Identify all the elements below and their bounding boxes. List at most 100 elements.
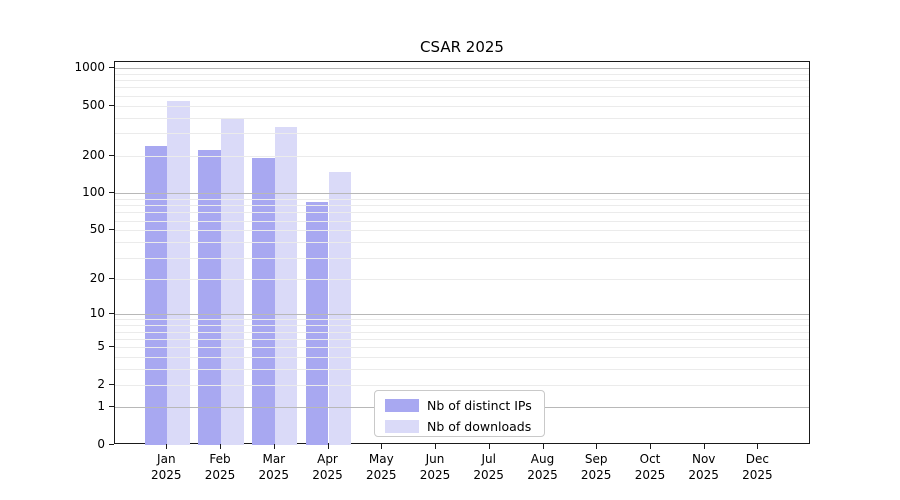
minor-gridline (115, 155, 809, 157)
minor-gridline (115, 369, 809, 371)
x-tick-label-jan-2025: Jan 2025 (134, 451, 198, 483)
minor-gridline (115, 212, 809, 214)
y-tick-label: 2 (97, 377, 105, 391)
minor-gridline (115, 230, 809, 232)
minor-gridline (115, 205, 809, 207)
major-gridline (115, 314, 809, 316)
y-tick-mark (109, 406, 114, 408)
y-tick-label: 50 (89, 222, 105, 237)
x-tick-label-mar-2025: Mar 2025 (242, 451, 306, 483)
x-tick-mark (703, 444, 705, 449)
bars-layer (115, 62, 809, 445)
minor-gridline (115, 80, 809, 81)
x-tick-year: 2025 (742, 468, 773, 482)
x-tick-label-may-2025: May 2025 (349, 451, 413, 483)
x-tick-label-jun-2025: Jun 2025 (403, 451, 467, 483)
x-tick-mark (166, 444, 168, 449)
y-tick-label: 100 (82, 185, 105, 200)
x-tick-month: Mar (262, 452, 286, 466)
chart-title: CSAR 2025 (420, 38, 504, 56)
y-tick-mark (109, 346, 114, 348)
minor-gridline (115, 95, 809, 97)
legend-label: Nb of downloads (427, 419, 532, 434)
x-tick-month: May (368, 452, 394, 466)
y-tick-label: 1000 (74, 59, 105, 74)
x-tick-year: 2025 (688, 468, 719, 482)
x-tick-month: Oct (639, 452, 661, 466)
x-tick-year: 2025 (151, 468, 182, 482)
y-tick-label: 500 (82, 97, 105, 112)
minor-gridline (115, 385, 809, 386)
x-tick-mark (327, 444, 329, 449)
bar-nb-of-downloads-jan-2025 (167, 100, 190, 445)
legend-item-nb-of-distinct-ips: Nb of distinct IPs (385, 397, 544, 414)
x-tick-mark (596, 444, 598, 449)
x-tick-month: Dec (745, 452, 769, 466)
y-tick-mark (109, 154, 114, 156)
x-tick-month: Apr (317, 452, 338, 466)
x-tick-year: 2025 (312, 468, 343, 482)
y-tick-label: 200 (82, 147, 105, 162)
x-tick-mark (381, 444, 383, 449)
minor-gridline (115, 87, 809, 89)
x-tick-month: Jan (157, 452, 176, 466)
minor-gridline (115, 117, 809, 119)
x-tick-mark (650, 444, 651, 449)
x-tick-mark (488, 444, 490, 449)
legend-label: Nb of distinct IPs (427, 398, 532, 413)
y-tick-mark (109, 229, 114, 231)
bar-nb-of-distinct-ips-apr-2025 (305, 201, 329, 445)
minor-gridline (115, 133, 809, 135)
bar-nb-of-downloads-apr-2025 (328, 171, 352, 445)
x-tick-mark (435, 444, 436, 449)
x-tick-month: Aug (530, 452, 555, 466)
x-tick-month: Sep (584, 452, 608, 466)
y-tick-label: 10 (89, 306, 105, 321)
x-tick-label-sep-2025: Sep 2025 (564, 451, 628, 483)
minor-gridline (115, 242, 809, 244)
minor-gridline (115, 338, 809, 340)
y-tick-label: 1 (97, 399, 105, 414)
x-tick-mark (273, 444, 275, 449)
x-tick-label-jul-2025: Jul 2025 (457, 451, 521, 483)
y-tick-mark (109, 104, 114, 106)
y-tick-label: 5 (97, 339, 105, 354)
minor-gridline (115, 105, 809, 107)
grid-layer (115, 62, 809, 443)
x-tick-month: Jul (481, 452, 496, 466)
x-tick-year: 2025 (527, 468, 558, 482)
bar-nb-of-distinct-ips-mar-2025 (252, 158, 275, 445)
x-tick-month: Jun (425, 452, 445, 466)
minor-gridline (115, 325, 809, 327)
y-tick-mark (109, 277, 114, 279)
y-tick-mark (109, 66, 114, 68)
x-tick-label-aug-2025: Aug 2025 (511, 451, 575, 483)
x-tick-label-nov-2025: Nov 2025 (672, 451, 736, 483)
x-tick-month: Nov (691, 452, 716, 466)
x-tick-mark (220, 444, 221, 449)
minor-gridline (115, 347, 809, 349)
x-tick-label-apr-2025: Apr 2025 (296, 451, 360, 483)
x-tick-mark (542, 444, 544, 449)
x-tick-label-feb-2025: Feb 2025 (188, 451, 252, 483)
minor-gridline (115, 331, 809, 333)
y-tick-mark (109, 444, 114, 445)
x-tick-label-oct-2025: Oct 2025 (618, 451, 682, 483)
major-gridline (115, 193, 809, 195)
bar-nb-of-distinct-ips-feb-2025 (198, 150, 221, 445)
minor-gridline (115, 198, 809, 200)
x-tick-year: 2025 (634, 468, 666, 482)
minor-gridline (115, 357, 809, 359)
legend: Nb of distinct IPs Nb of downloads (374, 390, 545, 437)
legend-swatch-nb-of-distinct-ips (385, 399, 419, 412)
x-tick-year: 2025 (366, 468, 397, 482)
y-tick-label: 0 (97, 437, 105, 451)
plot-area (114, 61, 810, 445)
x-tick-mark (757, 444, 759, 449)
minor-gridline (115, 319, 809, 321)
x-tick-year: 2025 (419, 468, 451, 482)
y-tick-mark (109, 313, 114, 315)
minor-gridline (115, 220, 809, 222)
legend-item-nb-of-downloads: Nb of downloads (385, 418, 544, 435)
